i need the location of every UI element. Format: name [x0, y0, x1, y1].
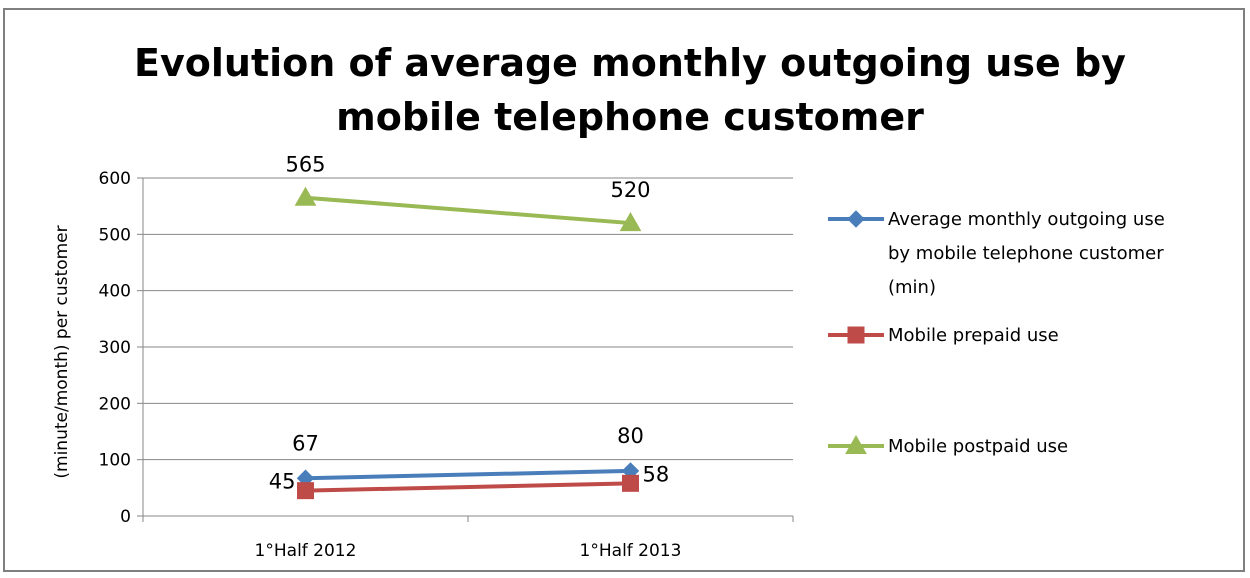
x-tick-label: 1°Half 2012 [255, 541, 357, 561]
data-point [622, 474, 639, 492]
data-label: 565 [285, 153, 325, 177]
legend-label: Average monthly outgoing use [888, 209, 1165, 230]
legend-item: Average monthly outgoing use by mobile te… [828, 209, 1165, 298]
data-label: 520 [610, 178, 650, 202]
legend-item: Mobile postpaid use [828, 434, 1068, 457]
legend-label: Mobile prepaid use [888, 325, 1059, 346]
legend-swatch-marker [847, 210, 865, 228]
y-tick-label: 600 [99, 169, 131, 189]
legend: Average monthly outgoing use by mobile te… [828, 209, 1165, 457]
legend-label: Mobile postpaid use [888, 436, 1068, 457]
legend-label: (min) [888, 277, 936, 298]
legend-swatch-marker [847, 326, 865, 344]
data-label: 58 [643, 462, 670, 486]
chart-title-line-1: Evolution of average monthly outgoing us… [134, 41, 1126, 85]
axes [137, 177, 794, 522]
data-point [294, 186, 317, 206]
x-tick-label: 1°Half 2013 [580, 541, 682, 561]
chart-title: Evolution of average monthly outgoing us… [134, 41, 1126, 139]
data-label: 45 [269, 470, 296, 494]
series-line [305, 195, 631, 226]
legend-swatch-marker [845, 434, 867, 454]
y-tick-label: 0 [120, 507, 131, 527]
x-tick-labels: 1°Half 2012 1°Half 2013 [255, 541, 682, 561]
y-tick-label: 200 [99, 394, 131, 414]
y-tick-labels: 0 100 200 300 400 500 600 [99, 169, 131, 527]
y-tick-label: 500 [99, 225, 131, 245]
data-labels: 67 80 45 58 565 520 [269, 153, 669, 494]
legend-item: Mobile prepaid use [828, 325, 1059, 346]
data-point [619, 212, 642, 232]
gridlines [143, 177, 793, 461]
series-line [305, 481, 631, 493]
chart-title-line-2: mobile telephone customer [336, 95, 924, 139]
series-line [305, 468, 631, 481]
data-point [297, 482, 314, 500]
y-tick-label: 300 [99, 338, 131, 358]
y-axis-label: (minute/month) per customer [52, 225, 72, 478]
y-tick-label: 100 [99, 451, 131, 471]
data-label: 67 [292, 431, 319, 455]
data-label: 80 [617, 424, 644, 448]
y-tick-label: 400 [99, 282, 131, 302]
legend-label: by mobile telephone customer [888, 243, 1164, 264]
series [294, 186, 642, 500]
